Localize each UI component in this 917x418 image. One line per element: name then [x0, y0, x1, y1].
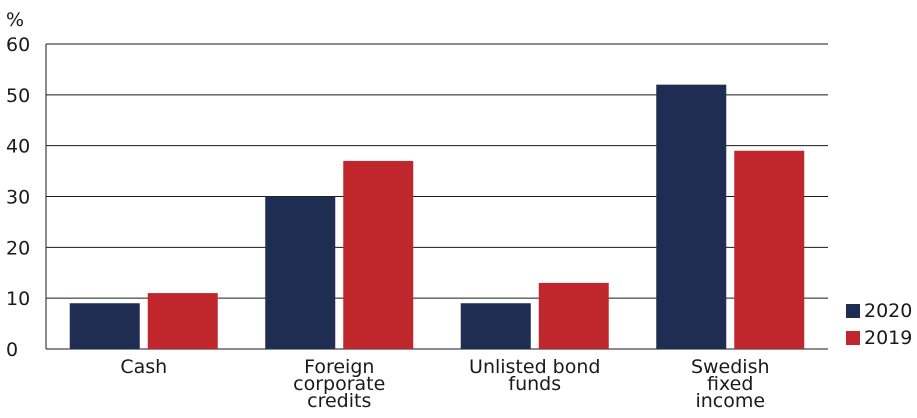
bar-2019-0 — [147, 293, 218, 349]
bar-2019-3 — [734, 150, 805, 349]
bar-2019-2 — [538, 282, 609, 349]
category-label: fixed — [707, 373, 753, 395]
bar-2020-1 — [265, 196, 336, 349]
y-tick-label: 50 — [6, 85, 30, 107]
legend-label: 2019 — [864, 327, 912, 349]
category-label: Cash — [120, 356, 167, 378]
y-tick-label: 10 — [6, 288, 30, 310]
category-label: corporate — [293, 373, 385, 395]
bar-2019-1 — [343, 160, 414, 349]
legend-label: 2020 — [864, 300, 912, 322]
category-label: credits — [307, 390, 371, 412]
bars — [69, 84, 805, 350]
y-tick-label: 30 — [6, 187, 30, 209]
category-label: Swedish — [691, 356, 770, 378]
category-label: funds — [508, 373, 561, 395]
y-tick-label: 20 — [6, 237, 30, 259]
category-label: Foreign — [304, 356, 374, 378]
y-tick-label: 40 — [6, 136, 30, 158]
y-tick-label: 60 — [6, 34, 30, 56]
bar-2020-0 — [69, 303, 140, 349]
y-axis-unit-label: % — [6, 9, 24, 31]
bar-2020-3 — [656, 84, 727, 350]
legend: 2020 2019 — [846, 300, 912, 349]
bar-2020-2 — [460, 303, 531, 349]
y-tick-labels: 0 10 20 30 40 50 60 — [6, 34, 30, 361]
legend-swatch-2020 — [846, 304, 860, 318]
category-label: income — [695, 390, 765, 412]
y-tick-label: 0 — [6, 339, 18, 361]
legend-swatch-2019 — [846, 331, 860, 345]
category-label: Unlisted bond — [469, 356, 600, 378]
